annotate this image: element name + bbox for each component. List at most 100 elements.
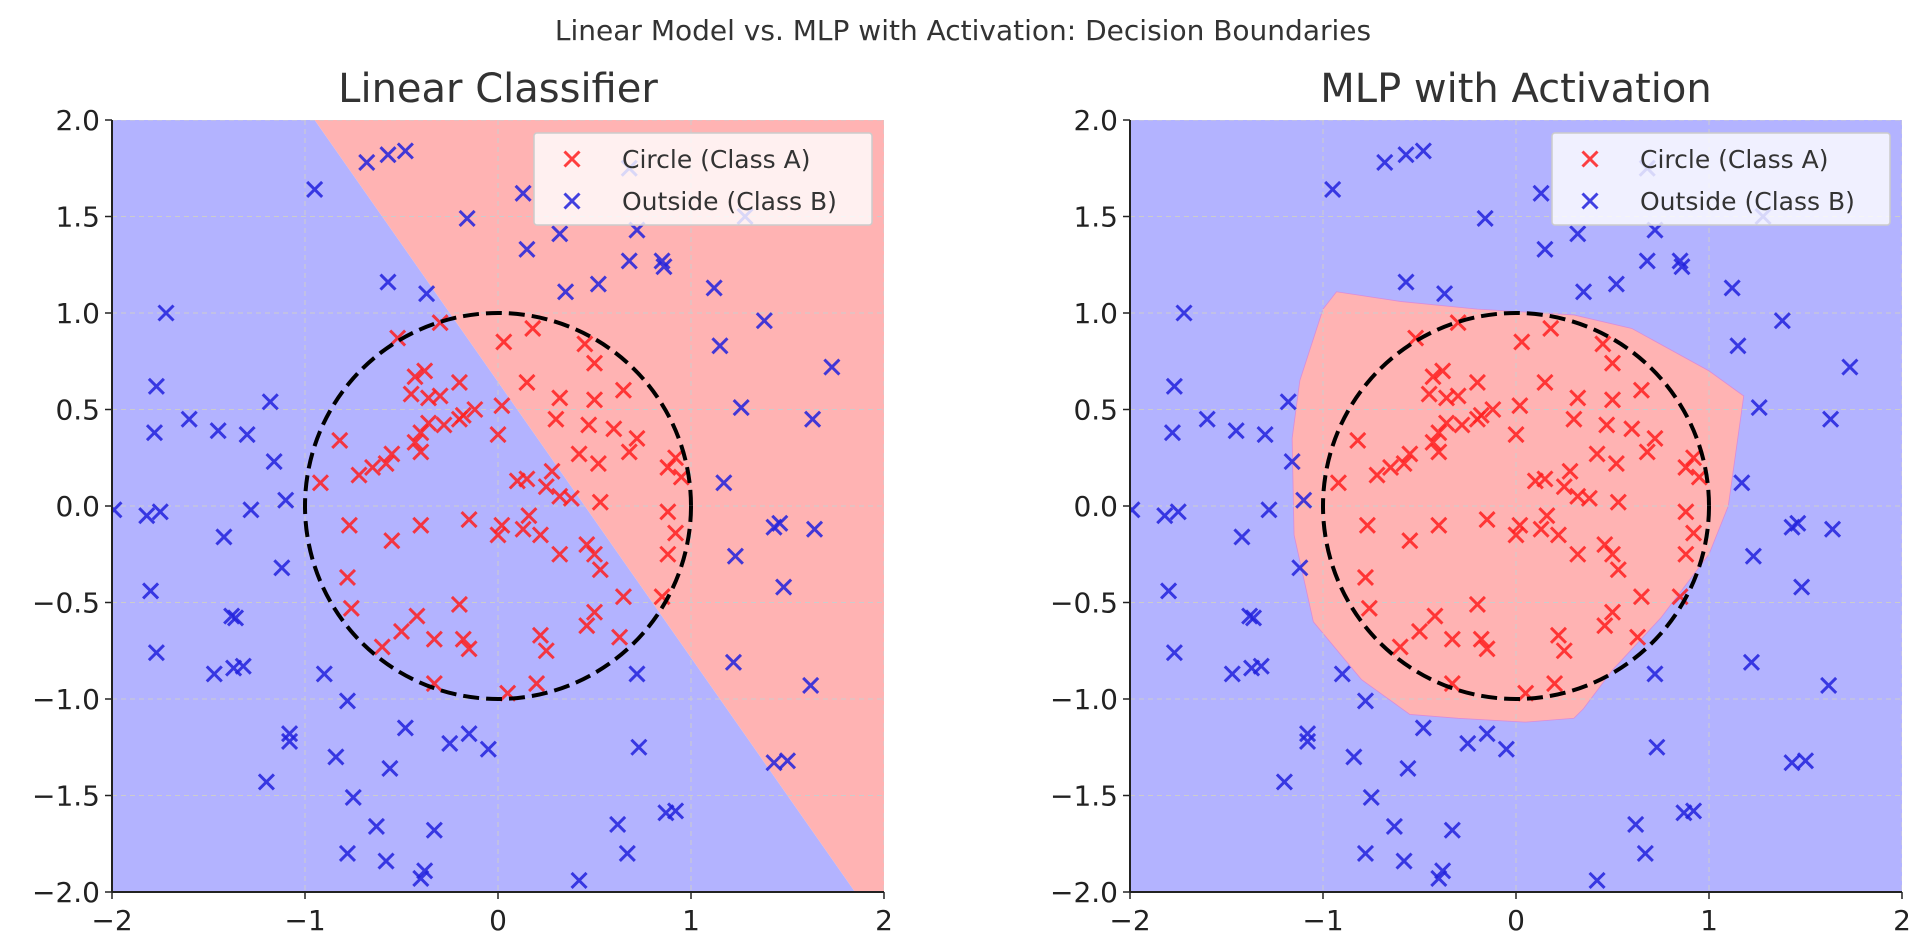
point-stroke (1673, 258, 1691, 276)
figure-suptitle: Linear Model vs. MLP with Activation: De… (554, 14, 1372, 47)
class-b-point (1646, 665, 1664, 683)
class-b-point (1430, 869, 1448, 888)
point-stroke (765, 754, 783, 772)
class-a-point (591, 561, 609, 579)
point-stroke (1333, 665, 1351, 683)
class-b-point (1356, 692, 1375, 710)
class-b-point (1165, 644, 1183, 662)
point-stroke (1426, 607, 1444, 625)
class-a-point (1569, 545, 1587, 563)
class-a-point (1478, 510, 1496, 529)
x-tick-label: 2 (1893, 904, 1911, 937)
point-stroke (425, 630, 443, 648)
class-a-point (585, 354, 604, 372)
class-a-point (1623, 420, 1641, 438)
point-stroke (775, 578, 793, 596)
point-stroke (666, 802, 685, 820)
class-b-point (1443, 821, 1461, 839)
class-a-point (489, 426, 507, 444)
class-a-point (1453, 416, 1471, 434)
class-b-point (630, 738, 648, 756)
class-b-point (771, 514, 789, 532)
point-stroke (1646, 665, 1664, 683)
class-b-point (358, 153, 376, 172)
point-stroke (1484, 400, 1502, 419)
class-b-point (225, 659, 243, 677)
class-a-point (1565, 410, 1583, 428)
point-stroke (1362, 788, 1380, 806)
class-b-point (1333, 665, 1351, 683)
point-stroke (1569, 389, 1587, 407)
point-stroke (1609, 561, 1627, 579)
class-a-point (1401, 532, 1419, 550)
class-b-point (1198, 410, 1216, 428)
class-b-point (620, 252, 638, 270)
class-b-point (142, 582, 160, 600)
point-stroke (265, 453, 283, 471)
point-stroke (1449, 314, 1467, 332)
point-stroke (306, 180, 324, 199)
x-tick-label: 1 (682, 904, 700, 937)
class-b-point (367, 817, 385, 835)
class-b-point (551, 225, 569, 243)
point-stroke (1632, 588, 1651, 606)
point-stroke (1443, 630, 1461, 648)
chart-panel-2: −2 −1 0 1 2 −2.0 −1.5 −1.0 −0.5 0.0 0.5 1.0 1.5 2.0 ML… (1050, 66, 1911, 937)
class-b-point (327, 748, 345, 766)
point-stroke (1733, 474, 1751, 492)
class-b-point (379, 146, 397, 164)
class-a-point (340, 516, 358, 534)
point-stroke (1841, 358, 1859, 376)
chart-title: Linear Classifier (338, 66, 658, 112)
point-stroke (1472, 406, 1490, 424)
class-b-point (715, 474, 733, 492)
point-stroke (655, 258, 673, 276)
class-a-point (1511, 397, 1529, 415)
class-a-point (454, 630, 472, 648)
class-b-point (280, 732, 299, 751)
class-a-point (528, 674, 546, 693)
point-stroke (1517, 684, 1535, 702)
class-a-point (551, 545, 569, 563)
point-stroke (389, 329, 407, 347)
class-a-point (518, 373, 536, 392)
class-b-point (1243, 659, 1261, 677)
point-stroke (383, 445, 401, 463)
point-stroke (408, 607, 426, 625)
point-stroke (1684, 524, 1703, 542)
point-stroke (1391, 638, 1409, 656)
point-stroke (205, 665, 223, 683)
class-a-point (1424, 368, 1442, 386)
class-b-point (205, 665, 223, 683)
point-stroke (551, 225, 569, 243)
class-a-point (460, 640, 478, 658)
class-a-point (585, 603, 604, 621)
point-stroke (1603, 354, 1622, 372)
class-b-point (1820, 676, 1838, 695)
class-a-point (425, 674, 443, 693)
point-stroke (379, 146, 397, 164)
point-stroke (589, 275, 607, 293)
point-stroke (1723, 279, 1741, 297)
class-a-point (1532, 520, 1550, 538)
plot-area (1130, 120, 1902, 892)
point-stroke (344, 788, 362, 806)
class-b-point (396, 142, 414, 160)
y-tick-label: −0.5 (1050, 587, 1118, 620)
class-a-point (406, 433, 424, 451)
point-stroke (1497, 740, 1515, 758)
class-a-point (1426, 607, 1444, 625)
point-stroke (1407, 329, 1425, 347)
class-b-point (377, 852, 395, 870)
point-stroke (396, 719, 414, 737)
class-b-point (180, 410, 198, 428)
point-stroke (257, 773, 275, 791)
point-stroke (358, 153, 376, 172)
point-stroke (520, 507, 538, 525)
class-a-point (576, 335, 594, 353)
point-stroke (1395, 454, 1413, 473)
point-stroke (562, 489, 580, 507)
point-stroke (804, 410, 822, 428)
class-a-point (1329, 474, 1348, 492)
